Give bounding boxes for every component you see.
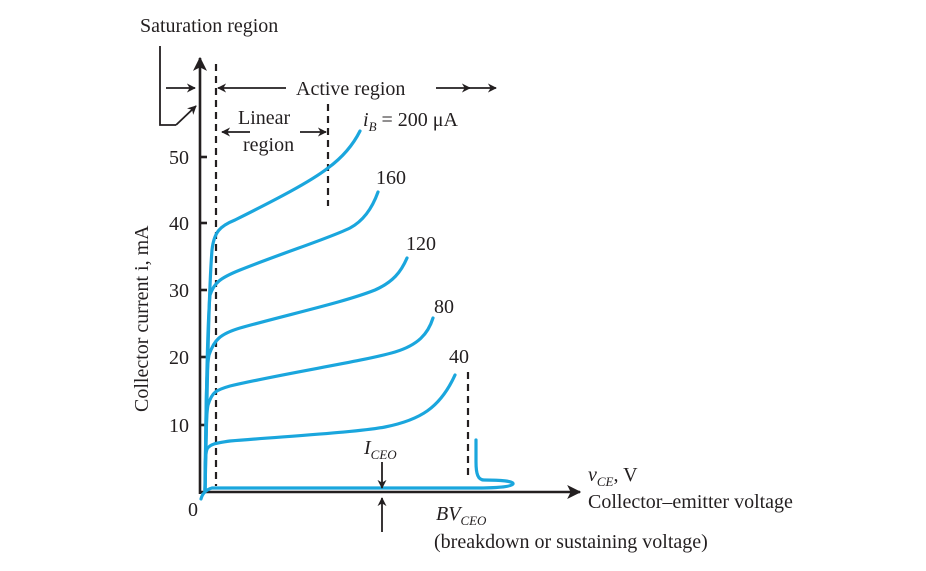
bvceo-symbol: BV: [436, 503, 463, 525]
y-tick-label-30: 30: [169, 280, 189, 302]
bvceo-label: BVCEO: [436, 503, 487, 528]
curve-label-80: 80: [434, 296, 454, 318]
curve-iceo: [199, 438, 515, 501]
linear-region-label-line1: Linear: [238, 107, 291, 129]
y-axis-label: Collector current i, mA: [131, 225, 153, 412]
y-tick-label-20: 20: [169, 347, 189, 369]
curve-ib-80: [203, 316, 435, 492]
y-tick-label-10: 10: [169, 415, 189, 437]
origin-label: 0: [188, 499, 198, 521]
iceo-symbol: I: [363, 437, 372, 459]
x-axis-symbol-main: v: [588, 464, 597, 486]
curve-ib-160: [203, 190, 380, 492]
characteristic-curves: [199, 129, 515, 501]
bvceo-subscript: CEO: [460, 513, 487, 528]
y-tick-label-50: 50: [169, 147, 189, 169]
curve-label-120: 120: [406, 233, 436, 255]
y-tick-label-40: 40: [169, 213, 189, 235]
linear-region-label-line2: region: [243, 134, 294, 156]
bvceo-note: (breakdown or sustaining voltage): [434, 531, 708, 553]
curve-label-200: iB = 200 μA: [363, 109, 459, 134]
x-axis-symbol-subscript: CE: [597, 474, 614, 489]
saturation-pointer: [175, 105, 197, 126]
x-axis-unit: , V: [614, 464, 639, 486]
active-region-label: Active region: [296, 78, 405, 100]
x-axis-symbol: vCE, V: [588, 464, 638, 489]
curve-label-200-subscript: B: [369, 119, 377, 134]
curve-label-160: 160: [376, 167, 406, 189]
saturation-bracket: [159, 46, 176, 126]
iceo-subscript: CEO: [371, 447, 398, 462]
curve-ib-40: [203, 373, 457, 492]
x-axis-caption: Collector–emitter voltage: [588, 491, 793, 513]
curve-label-40: 40: [449, 346, 469, 368]
iceo-label: ICEO: [363, 437, 397, 462]
curve-label-200-value: = 200 μA: [377, 109, 459, 131]
saturation-region-label: Saturation region: [140, 15, 278, 37]
curve-ib-120: [203, 256, 409, 492]
curve-label-200-symbol: i: [363, 109, 369, 131]
